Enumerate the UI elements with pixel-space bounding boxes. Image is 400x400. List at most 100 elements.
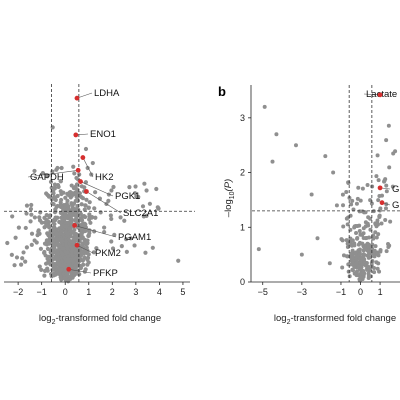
data-point — [341, 224, 346, 229]
data-point — [376, 198, 381, 203]
data-point — [176, 258, 181, 263]
data-point — [141, 214, 146, 219]
data-point — [85, 257, 90, 262]
data-point — [45, 174, 50, 179]
data-point — [24, 245, 29, 250]
data-point — [75, 220, 80, 225]
data-point — [53, 207, 58, 212]
x-tick-label-a: 5 — [180, 287, 185, 297]
data-point — [345, 222, 350, 227]
data-point — [83, 146, 89, 152]
data-point — [97, 196, 102, 201]
data-point — [127, 185, 132, 190]
data-point — [56, 184, 61, 190]
data-point — [372, 270, 377, 275]
x-tick-label-a: 4 — [157, 287, 162, 297]
highlight-label: PGK1 — [115, 191, 140, 202]
data-point — [64, 224, 69, 229]
data-point — [45, 231, 50, 236]
data-point — [315, 236, 320, 241]
data-point — [353, 251, 358, 256]
data-point — [53, 217, 58, 223]
data-point — [73, 265, 78, 270]
data-point — [59, 267, 64, 272]
y-tick-label-b: 2 — [240, 168, 245, 178]
data-point — [50, 201, 55, 206]
data-point — [339, 237, 344, 242]
data-point — [346, 262, 351, 267]
data-point — [84, 197, 89, 202]
x-tick-label-b: 0 — [358, 287, 363, 297]
data-point — [88, 220, 93, 225]
data-point — [71, 259, 76, 264]
data-point — [373, 230, 378, 235]
data-point — [349, 262, 354, 267]
leader-line — [80, 181, 114, 197]
data-point — [19, 262, 24, 267]
data-point — [150, 245, 155, 250]
data-point — [354, 201, 359, 206]
data-point — [54, 236, 60, 241]
data-point — [368, 255, 373, 260]
data-point — [349, 251, 354, 256]
data-point — [344, 190, 349, 195]
highlighted-points-a: LDHA ENO1 HK2 GAPDH PGK1 SLC2A1 PGAM1 PKM2 PFKP — [27, 88, 158, 279]
data-point — [71, 268, 76, 273]
data-point — [155, 205, 160, 210]
data-point — [50, 267, 55, 272]
data-point — [59, 238, 65, 243]
data-point — [56, 243, 61, 249]
data-point — [79, 202, 84, 207]
data-point — [62, 217, 67, 222]
y-tick-label-b: 1 — [240, 222, 245, 232]
data-point — [110, 246, 116, 251]
data-point — [323, 154, 328, 159]
data-point — [24, 203, 30, 208]
data-point — [16, 225, 21, 230]
data-point — [124, 249, 129, 254]
data-point — [44, 223, 49, 228]
data-point — [81, 251, 87, 256]
data-point — [56, 271, 62, 276]
data-point — [34, 240, 39, 245]
highlight-label: G — [392, 184, 399, 195]
data-point — [109, 188, 114, 193]
data-point — [52, 256, 57, 261]
highlight-label: G — [392, 200, 399, 211]
highlight-point — [66, 266, 72, 272]
scatter-points-a — [5, 125, 181, 284]
data-point — [109, 216, 114, 222]
data-point — [340, 192, 345, 197]
data-point — [360, 270, 365, 275]
data-point — [340, 265, 345, 270]
data-point — [58, 275, 63, 280]
data-point — [86, 205, 91, 210]
data-point — [70, 206, 75, 212]
data-point — [368, 198, 373, 203]
data-point — [48, 229, 53, 234]
data-point — [360, 232, 365, 237]
data-point — [80, 214, 85, 220]
data-point — [384, 138, 389, 143]
data-point — [45, 192, 50, 198]
data-point — [48, 271, 54, 277]
data-point — [309, 192, 314, 197]
highlight-point — [84, 189, 89, 194]
data-point — [334, 203, 339, 208]
data-point — [21, 250, 26, 255]
data-point — [376, 178, 381, 183]
data-point — [331, 170, 336, 175]
data-point — [359, 265, 364, 270]
highlight-point — [74, 242, 80, 248]
x-axis-title-a: log2-transformed fold change — [39, 313, 161, 326]
data-point — [371, 236, 376, 241]
data-point — [38, 246, 44, 251]
data-point — [106, 198, 111, 203]
data-point — [364, 235, 369, 240]
data-point — [92, 206, 97, 211]
data-point — [122, 218, 127, 223]
data-point — [386, 123, 391, 128]
data-point — [14, 255, 20, 260]
data-point — [52, 186, 57, 191]
data-point — [48, 237, 53, 242]
